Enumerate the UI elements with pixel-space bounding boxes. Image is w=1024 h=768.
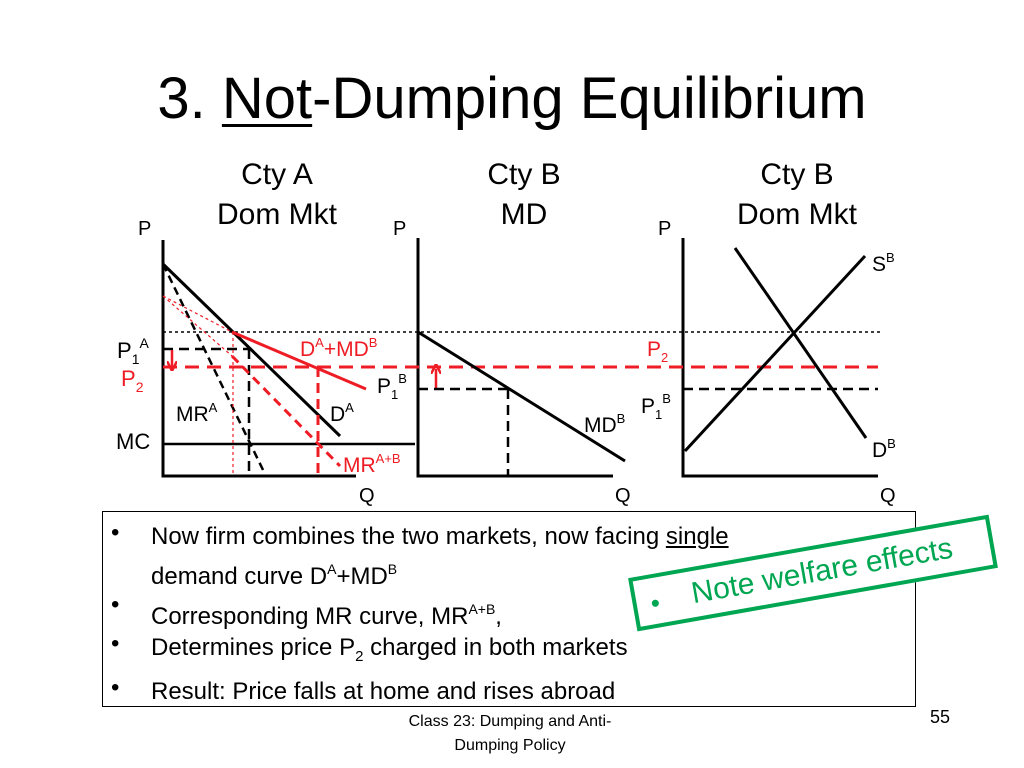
panel-a-heading-2: Dom Mkt	[217, 198, 338, 231]
combined-demand-curve	[231, 330, 367, 391]
combined-mr-curve	[230, 354, 342, 468]
demand-curve-b	[733, 247, 868, 439]
supply-curve-b	[683, 254, 867, 453]
label-combined-demand: DA+MDB	[300, 335, 377, 361]
label-mc: MC	[116, 429, 150, 454]
panel-a-axes	[161, 240, 356, 478]
bullet-dot-icon: •	[111, 519, 120, 546]
combined-mr-thin-extension	[162, 295, 233, 357]
bullet-box: • Now firm combines the two markets, now…	[102, 511, 916, 707]
label-combined-mr: MRA+B	[343, 451, 401, 477]
panel-c-quantity-axis-label: Q	[880, 485, 896, 507]
label-p2-left: P2	[121, 366, 144, 395]
demand-curve-a	[161, 262, 342, 438]
panel-b-axes	[416, 238, 613, 478]
label-p1b-right: P1B	[641, 391, 671, 422]
panel-a-quantity-axis-label: Q	[359, 485, 375, 507]
page-number: 55	[930, 707, 951, 727]
panel-c-heading-2: Dom Mkt	[737, 198, 858, 231]
economics-diagram: Cty A Dom Mkt Cty B MD Cty B Dom Mkt P P…	[116, 158, 896, 507]
title-prefix: 3.	[157, 66, 222, 131]
slide-footer: Class 23: Dumping and Anti- Dumping Poli…	[360, 710, 660, 758]
bullet-dot-icon: •	[111, 630, 120, 657]
panel-c-heading-1: Cty B	[760, 158, 833, 191]
panel-c-price-axis-label: P	[658, 218, 671, 240]
title-underlined-word: Not	[221, 66, 313, 131]
panel-a-heading-1: Cty A	[241, 158, 313, 191]
import-demand-curve	[417, 330, 626, 463]
panel-b-heading-2: MD	[501, 198, 548, 231]
bullet-dot-icon: •	[111, 674, 120, 701]
underlined-word-single: single	[665, 523, 729, 550]
label-mr-a: MRA	[176, 400, 218, 426]
panel-b-quantity-axis-label: Q	[615, 485, 631, 507]
bullet-dot-icon: •	[111, 591, 120, 618]
label-p2-right: P2	[647, 338, 668, 365]
label-s-b: SB	[872, 250, 895, 276]
label-p1b-middle: P1B	[377, 371, 407, 402]
footer-line-2: Dumping Policy	[454, 737, 566, 754]
slide-title: 3. Not-Dumping Equilibrium	[0, 64, 1024, 134]
footer-line-1: Class 23: Dumping and Anti-	[408, 713, 612, 730]
label-md-b: MDB	[584, 411, 625, 437]
label-d-b: DB	[872, 436, 896, 462]
panel-c-axes	[681, 238, 878, 478]
panel-b-price-axis-label: P	[393, 218, 406, 240]
combined-demand-thin-extension	[162, 295, 233, 333]
panel-b-heading-1: Cty B	[487, 158, 560, 191]
title-rest: -Dumping Equilibrium	[312, 66, 867, 131]
label-d-a: DA	[330, 400, 354, 426]
label-p1a: P1A	[117, 335, 149, 367]
note-bullet-dot-icon: •	[648, 587, 663, 619]
panel-a-price-axis-label: P	[138, 218, 151, 240]
